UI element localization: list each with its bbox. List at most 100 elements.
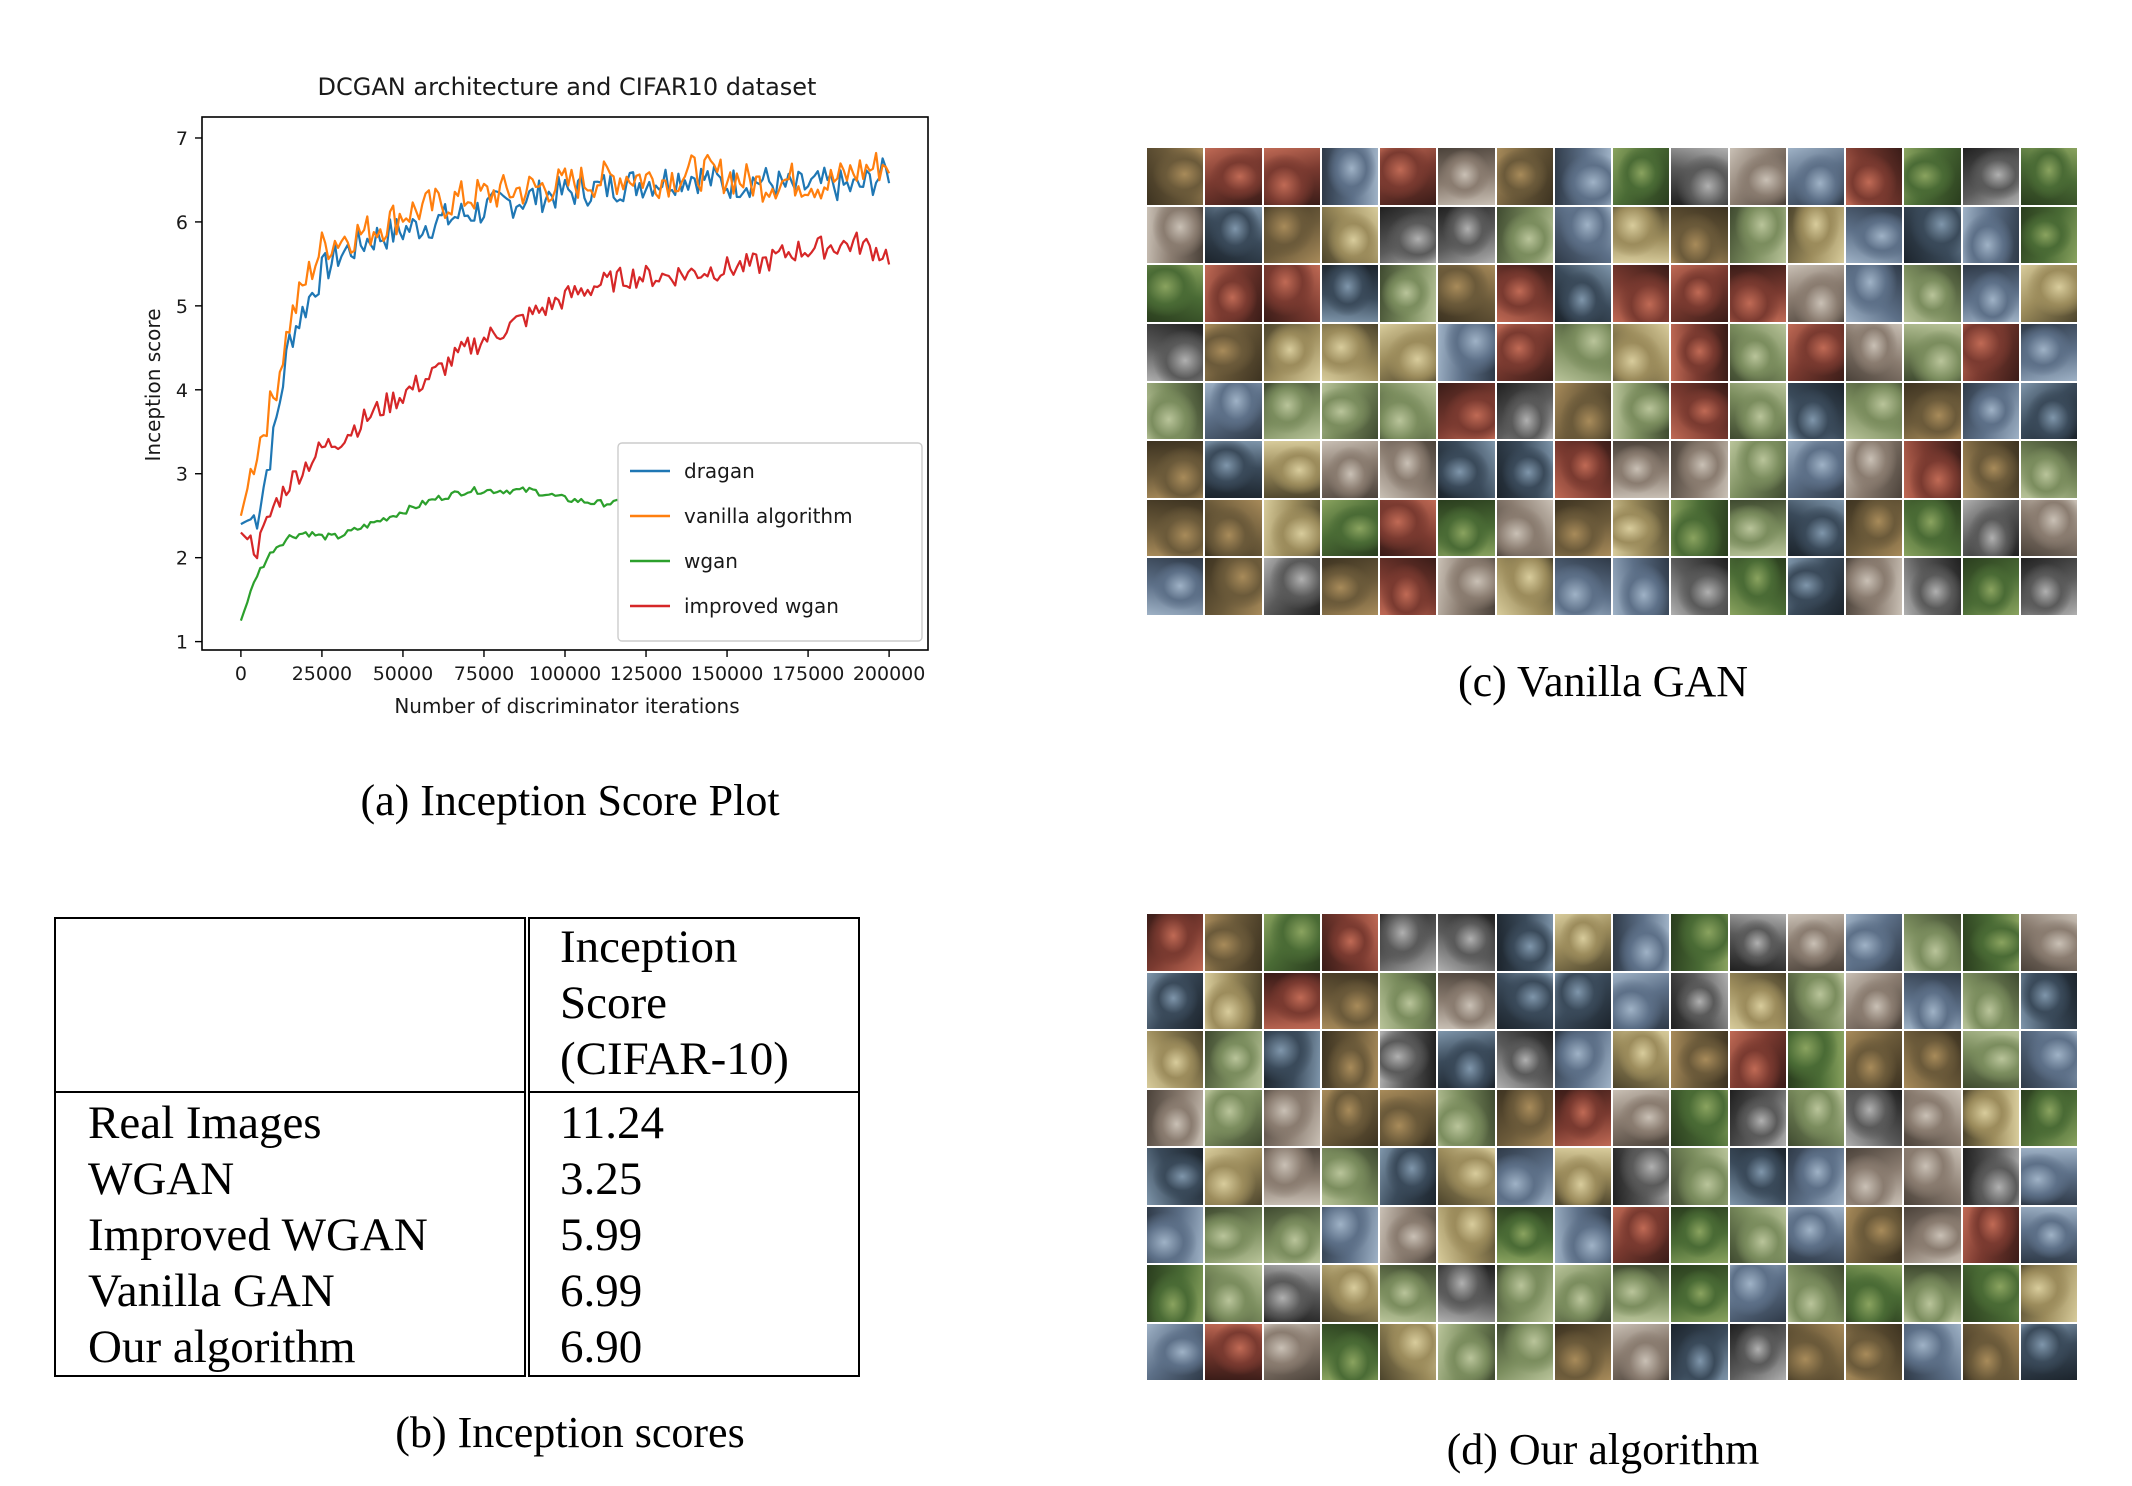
sample-image [1787, 499, 1844, 557]
sample-image [1496, 265, 1553, 322]
sample-image [2020, 441, 2077, 498]
method-real-images: Real Images [88, 1097, 322, 1149]
sample-image [1846, 1265, 1903, 1322]
sample-image [1904, 499, 1961, 557]
sample-image [1729, 1089, 1786, 1146]
inception-score-table: Inception Score (CIFAR-10) Real Images W… [54, 917, 860, 1377]
sample-image [1205, 914, 1262, 971]
sample-image [1438, 1323, 1495, 1380]
sample-image [1554, 1089, 1611, 1146]
sample-image [1671, 499, 1728, 557]
sample-image [1729, 148, 1786, 205]
sample-image [1438, 1031, 1495, 1088]
sample-image [1846, 382, 1903, 440]
sample-image [1671, 1206, 1728, 1263]
sample-image [1904, 972, 1961, 1029]
sample-image [1147, 499, 1204, 557]
legend-label: wgan [684, 549, 738, 573]
sample-image [1962, 499, 2019, 557]
sample-image [1671, 1265, 1728, 1322]
sample-image [1205, 323, 1262, 381]
sample-image [1147, 1031, 1204, 1088]
y-tick-label: 1 [176, 632, 188, 654]
sample-image [1904, 323, 1961, 381]
sample-image [1321, 1206, 1378, 1263]
sample-image [2020, 1323, 2077, 1380]
sample-image [2020, 1265, 2077, 1322]
sample-image [1846, 558, 1903, 615]
sample-image [1729, 1323, 1786, 1380]
sample-image [1438, 499, 1495, 557]
sample-image [1613, 206, 1670, 264]
score-our-algorithm: 6.90 [560, 1321, 643, 1373]
sample-image [1787, 558, 1844, 615]
sample-image [1554, 206, 1611, 264]
legend-label: dragan [684, 459, 755, 483]
sample-image [1438, 441, 1495, 498]
sample-image [1846, 323, 1903, 381]
series-line-vanilla-algorithm [239, 151, 891, 516]
sample-image [1496, 382, 1553, 440]
sample-image [1904, 265, 1961, 322]
sample-image [1554, 148, 1611, 205]
series-line-improved-wgan [240, 231, 891, 560]
sample-image [1671, 558, 1728, 615]
sample-image [1554, 441, 1611, 498]
x-tick-label: 100000 [529, 663, 602, 685]
table-caption: (b) Inception scores [395, 1408, 745, 1457]
x-tick-label: 50000 [373, 663, 433, 685]
sample-image [1263, 914, 1320, 971]
sample-image [1438, 914, 1495, 971]
sample-image [1671, 1089, 1728, 1146]
sample-image [1904, 148, 1961, 205]
sample-image [1904, 441, 1961, 498]
sample-image [2020, 1031, 2077, 1088]
sample-image [1496, 1323, 1553, 1380]
sample-image [1321, 441, 1378, 498]
sample-image [1496, 1089, 1553, 1146]
sample-image [1729, 1031, 1786, 1088]
sample-image [1613, 972, 1670, 1029]
sample-image [1904, 1323, 1961, 1380]
sample-image [1613, 265, 1670, 322]
sample-image [1380, 323, 1437, 381]
sample-image [1263, 558, 1320, 615]
sample-image [1496, 914, 1553, 971]
method-our-algorithm: Our algorithm [88, 1321, 356, 1373]
sample-image [1613, 382, 1670, 440]
sample-image [1554, 558, 1611, 615]
x-tick-label: 175000 [772, 663, 845, 685]
y-tick-label: 6 [176, 212, 188, 234]
sample-image [1321, 206, 1378, 264]
y-tick-label: 5 [176, 296, 188, 318]
sample-image [1438, 1148, 1495, 1205]
sample-image [1613, 1206, 1670, 1263]
sample-image [1554, 914, 1611, 971]
sample-image [1787, 1089, 1844, 1146]
sample-image [1438, 206, 1495, 264]
sample-image [1787, 1206, 1844, 1263]
y-tick-label: 3 [176, 464, 188, 486]
sample-image [1205, 206, 1262, 264]
header-line: (CIFAR-10) [560, 1033, 789, 1085]
sample-image [1787, 265, 1844, 322]
sample-image [1380, 382, 1437, 440]
sample-image [1321, 323, 1378, 381]
plot-legend: dragan vanilla algorithm wgan improved wgan [617, 442, 923, 642]
sample-image [1496, 441, 1553, 498]
sample-image [1380, 972, 1437, 1029]
sample-image [1380, 206, 1437, 264]
sample-image [1613, 499, 1670, 557]
sample-image [1205, 1089, 1262, 1146]
sample-image [1962, 323, 2019, 381]
sample-image [1729, 265, 1786, 322]
x-tick-label: 150000 [691, 663, 764, 685]
sample-image [1321, 382, 1378, 440]
header-line: Score [560, 977, 668, 1029]
sample-image [1380, 558, 1437, 615]
table-row: Real Images WGAN Improved WGAN Vanilla G… [55, 1092, 859, 1376]
sample-image [1846, 206, 1903, 264]
sample-image [1671, 382, 1728, 440]
sample-image [1438, 558, 1495, 615]
sample-image [1438, 382, 1495, 440]
